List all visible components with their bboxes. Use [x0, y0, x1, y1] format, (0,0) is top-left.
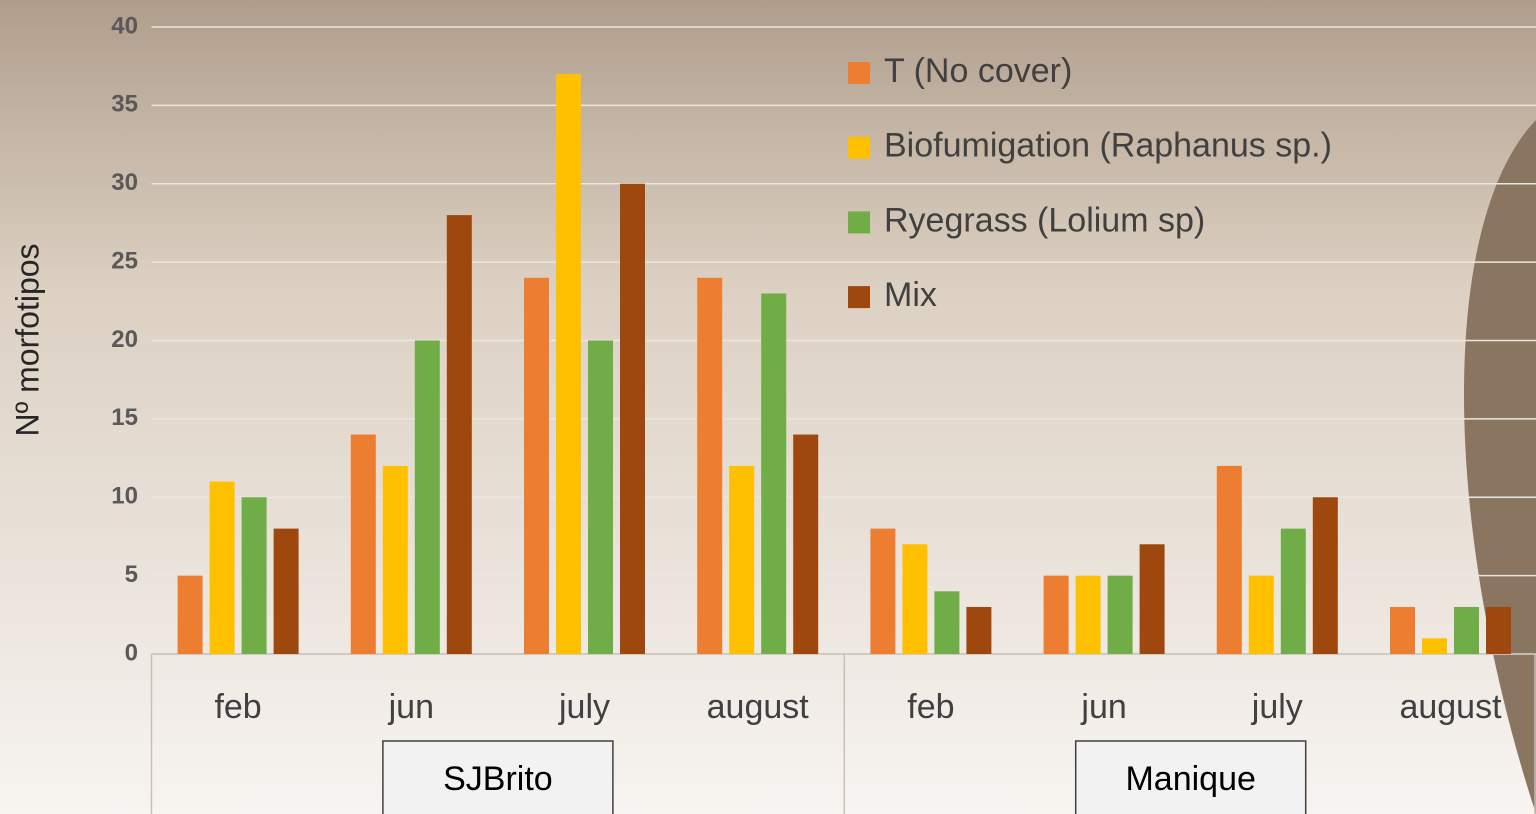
bar	[1486, 607, 1511, 654]
x-tick-label: jun	[1080, 688, 1126, 726]
y-tick-label: 10	[111, 483, 138, 510]
legend-label: Mix	[884, 276, 937, 314]
bar	[902, 544, 927, 654]
x-tick-label: jun	[388, 688, 434, 726]
bar	[1390, 607, 1415, 654]
bar	[729, 466, 754, 654]
y-tick-label: 0	[125, 639, 138, 666]
bar	[383, 466, 408, 654]
bar	[524, 278, 549, 654]
y-tick-label: 25	[111, 247, 138, 274]
chart: Nº morfotipos 0 5 10 15 20 25 30 35 40 SJBrito Man…	[0, 0, 1536, 814]
bar	[1249, 576, 1274, 654]
y-tick-label: 20	[111, 326, 138, 353]
bar	[178, 576, 203, 654]
legend-swatch	[848, 286, 870, 308]
bar	[1313, 497, 1338, 654]
legend-label: Ryegrass (Lolium sp)	[884, 201, 1205, 239]
bar	[793, 435, 818, 654]
x-tick-label: feb	[907, 688, 954, 726]
y-tick-label: 5	[125, 561, 138, 588]
bar	[274, 529, 299, 654]
bar	[1076, 576, 1101, 654]
y-tick-label: 40	[111, 12, 138, 39]
legend-label: Biofumigation (Raphanus sp.)	[884, 127, 1332, 165]
y-tick-label: 15	[111, 404, 138, 431]
bar	[1044, 576, 1069, 654]
bar	[1281, 529, 1306, 654]
bar	[447, 215, 472, 654]
x-tick-label: feb	[214, 688, 261, 726]
group-label: Manique	[1125, 760, 1255, 798]
bar	[966, 607, 991, 654]
legend-swatch	[848, 62, 870, 84]
bar	[870, 529, 895, 654]
bar	[1454, 607, 1479, 654]
legend-swatch	[848, 137, 870, 159]
x-tick-label: august	[707, 688, 810, 726]
bar	[1108, 576, 1133, 654]
y-tick-label: 30	[111, 169, 138, 196]
bar	[1140, 544, 1165, 654]
y-tick-label: 35	[111, 91, 138, 118]
bar	[761, 293, 786, 654]
bar	[210, 482, 235, 654]
bar	[620, 184, 645, 654]
bar	[556, 74, 581, 654]
x-tick-label: july	[1251, 688, 1303, 726]
x-tick-label: july	[558, 688, 610, 726]
legend-swatch	[848, 211, 870, 233]
bar	[588, 341, 613, 655]
bar	[242, 497, 267, 654]
bar	[697, 278, 722, 654]
group-label: SJBrito	[443, 760, 553, 798]
bar	[351, 435, 376, 654]
bar	[415, 341, 440, 655]
legend-label: T (No cover)	[884, 52, 1072, 90]
x-tick-label: august	[1399, 688, 1502, 726]
y-axis-title: Nº morfotipos	[9, 243, 45, 436]
bar	[934, 591, 959, 654]
bar	[1217, 466, 1242, 654]
bar	[1422, 638, 1447, 654]
